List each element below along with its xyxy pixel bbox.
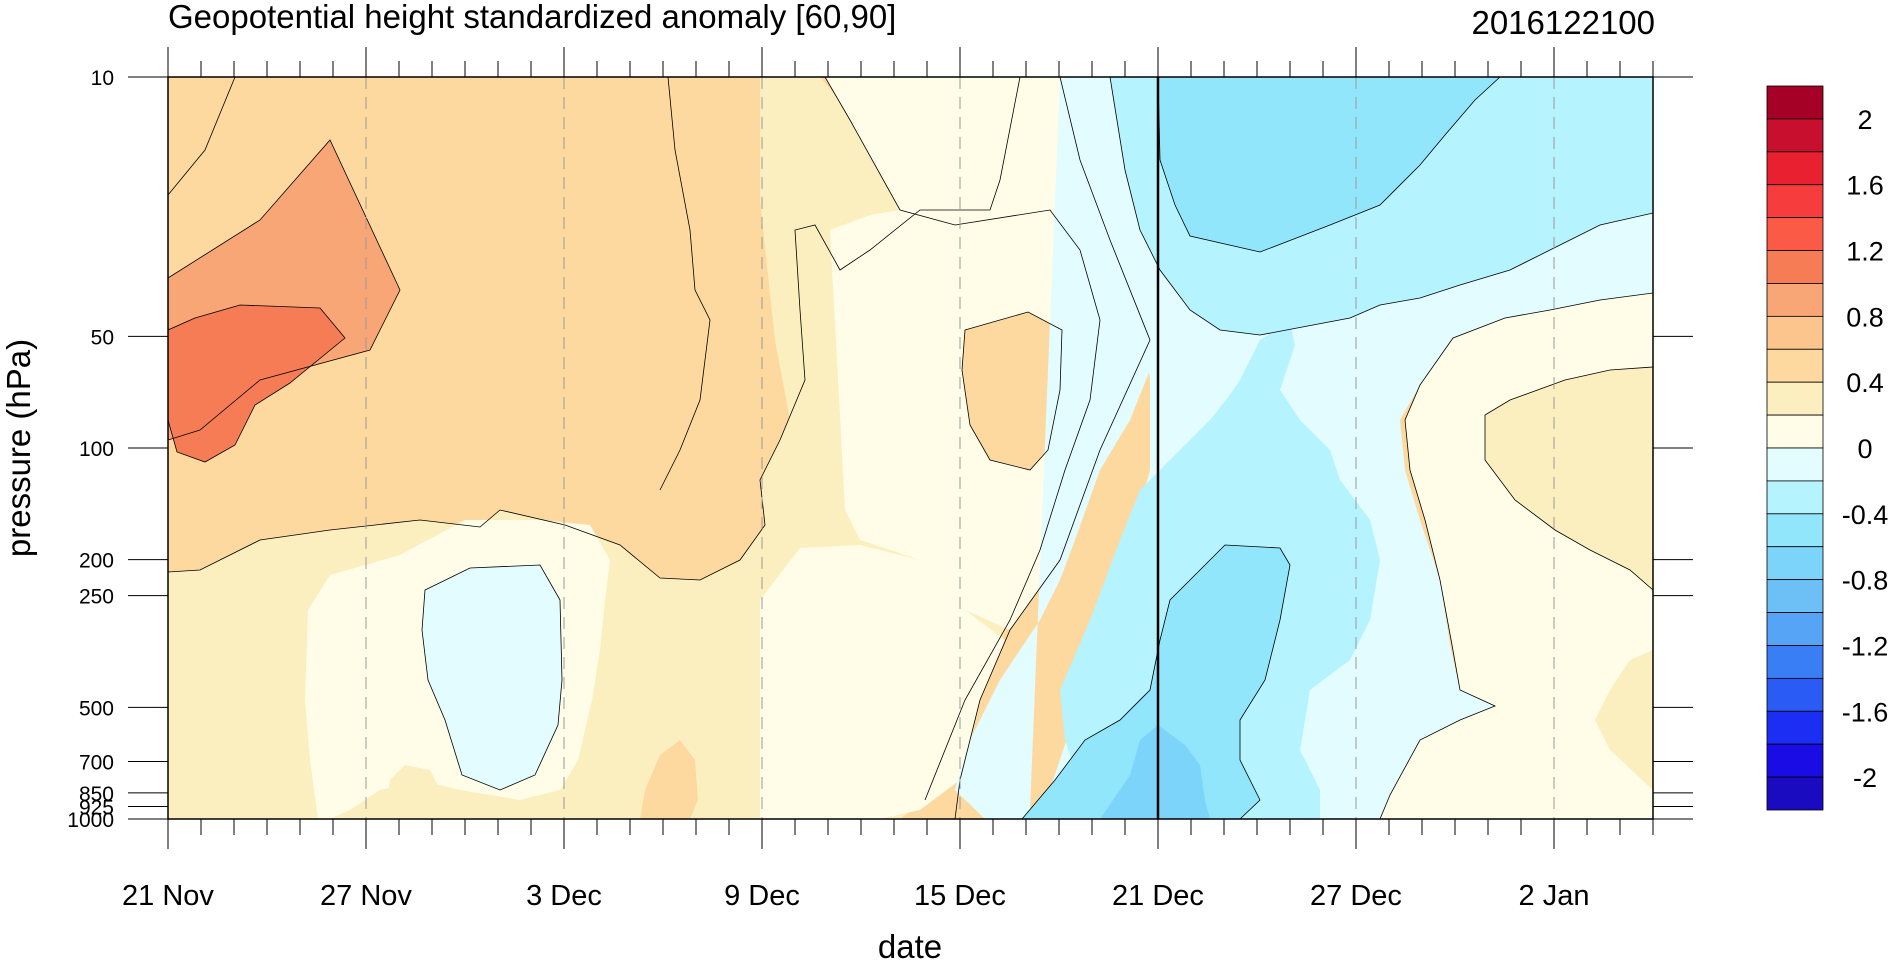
x-tick-label: 21 Dec [1112,880,1204,912]
colorbar-swatch [1766,250,1824,284]
colorbar-swatch [1766,118,1824,153]
warm-region-0.2-0.4-right-upper [1485,367,1653,590]
colorbar-swatch [1766,743,1824,778]
colorbar-label: -1.6 [1842,697,1889,727]
colorbar-swatch [1766,579,1824,613]
x-tick-label: 27 Dec [1310,880,1402,912]
colorbar-swatch [1766,677,1824,712]
contour-fills [168,77,1653,819]
cold-region-0.0-0.2-transition [955,77,1240,819]
contour-line-minus-0.4 [1157,77,1501,253]
chart-title: Geopotential height standardized anomaly… [168,0,896,35]
y-tick-label: 850 [79,783,114,806]
colorbar-swatch [1766,776,1824,811]
colorbar: 2 1.6 1.2 0.8 0.4 0 -0.4 -0.8 -1.2 -1.6 -2 [1766,85,1889,811]
colorbar-label: 0.4 [1846,368,1884,398]
x-tick-label: 3 Dec [526,880,602,912]
contour-line-right-0 [1379,292,1653,819]
warm-region-0.0-0.2-lower [760,545,1005,819]
colorbar-label: -0.4 [1842,500,1889,530]
colorbar-swatch [1766,513,1824,548]
colorbar-swatch [1766,283,1824,317]
contour-line-right-0.2 [1484,366,1653,591]
colorbar-swatch [1766,612,1824,646]
warm-region-0.2-0.4-right [1595,650,1653,790]
y-tick-label: 50 [91,326,114,349]
colorbar-swatch [1766,645,1824,679]
y-tick-label: 100 [79,438,114,461]
chart-timestamp: 2016122100 [1471,4,1655,41]
colorbar-label: -1.2 [1842,631,1889,661]
colorbar-swatch [1766,85,1824,120]
x-axis-label: date [878,928,942,963]
contour-line-lower-cold [1021,544,1291,819]
y-tick-label: 250 [79,586,114,609]
axes: 21 Nov 27 Nov 3 Dec 9 Dec 15 Dec 21 Dec 27 Dec… [67,47,1693,912]
colorbar-swatch [1766,710,1824,745]
warm-region-0.4-0.6-local [962,312,1062,470]
colorbar-swatch [1766,546,1824,581]
gridlines [365,77,1555,819]
y-axis-label: pressure (hPa) [0,339,37,557]
contour-line-0.6-a [168,77,236,196]
y-tick-label: 200 [79,550,114,573]
contour-line-1.0 [168,304,346,463]
x-tick-label: 9 Dec [724,880,800,912]
contour-line-local-max [961,311,1063,471]
warm-region-1.0-1.2 [168,305,345,462]
contour-line-0.6-b [659,77,711,491]
contour-line-0.8 [168,139,401,441]
colorbar-swatch [1766,414,1824,449]
x-tick-label: 27 Nov [320,880,412,912]
colorbar-label: -0.8 [1842,566,1889,596]
colorbar-label: 2 [1857,105,1872,135]
y-tick-label: 925 [79,796,114,819]
contour-line-0.2 [824,77,1101,801]
x-tick-label: 21 Nov [122,880,214,912]
colorbar-label: -2 [1853,763,1877,793]
cold-region-0.4-0.6 [1158,77,1500,252]
warm-region-0.4-0.6-lower [640,740,698,819]
contour-line-pocket [421,564,563,791]
x-tick-label: 15 Dec [914,880,1006,912]
x-tick-label: 2 Jan [1519,880,1590,912]
y-tick-label: 1000 [67,809,114,832]
y-tick-label: 10 [91,67,114,90]
colorbar-swatch [1766,217,1824,251]
cold-region-0.6-0.8-lower [1100,725,1210,819]
cold-region-0.4-0.6-lower [1022,545,1290,819]
colorbar-swatch [1766,151,1824,186]
colorbar-swatch [1766,447,1824,482]
contour-lines [168,77,1653,819]
colorbar-swatch [1766,348,1824,383]
colorbar-label: 0 [1857,434,1872,464]
cold-region-0.0-0.2-pocket [422,565,562,790]
colorbar-label: 0.8 [1846,302,1884,332]
warm-region-0.2-0.4-pocket [385,765,445,819]
colorbar-swatch [1766,315,1824,350]
colorbar-swatch [1766,184,1824,219]
colorbar-swatch [1766,480,1824,515]
y-tick-label: 700 [79,752,114,775]
contour-line-minus-0.2 [1109,77,1653,336]
contour-line-0.0 [954,77,1151,819]
y-tick-label: 500 [79,697,114,720]
colorbar-label: 1.2 [1846,237,1884,267]
colorbar-label: 1.6 [1846,171,1884,201]
contour-line-0.4 [168,77,1021,581]
colorbar-swatch [1766,381,1824,416]
